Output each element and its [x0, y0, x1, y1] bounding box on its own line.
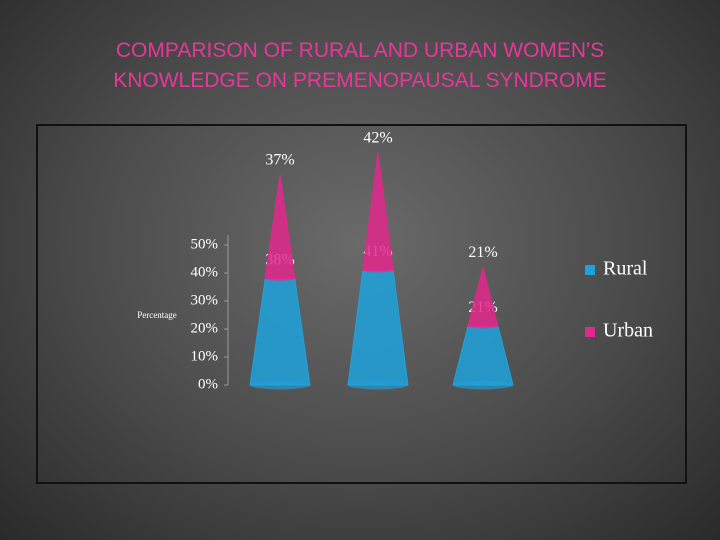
y-tick-label: 0% [198, 376, 218, 392]
cone-segment [249, 278, 311, 386]
cone-segment [264, 174, 296, 280]
y-tick-label: 30% [191, 292, 219, 308]
cone-segment-base [468, 323, 498, 329]
cone-segment-base [453, 380, 513, 390]
data-label: 21% [468, 244, 497, 261]
plot-frame [36, 124, 687, 484]
legend-label: Urban [603, 320, 653, 342]
data-label: 37% [265, 152, 294, 169]
cone-segment [452, 325, 514, 386]
y-tick-label: 20% [191, 320, 219, 336]
cone-segment-base [348, 380, 408, 390]
cone-segment [467, 267, 499, 327]
legend-swatch [585, 327, 595, 337]
y-tick-label: 40% [191, 264, 219, 280]
cone-segment-base [250, 380, 310, 390]
legend-label: Rural [603, 258, 648, 280]
legend-swatch [585, 265, 595, 275]
cone-segment [347, 269, 409, 386]
cone-segment-base [265, 276, 295, 281]
cone-segment [362, 152, 394, 271]
y-tick-label: 10% [191, 348, 219, 364]
y-axis-label: Percentage [137, 310, 176, 320]
cone-segment-base [362, 267, 394, 273]
chart-title: COMPARISON OF RURAL AND URBAN WOMEN'S KN… [113, 39, 607, 92]
y-tick-label: 50% [191, 236, 219, 252]
data-label: 42% [363, 129, 392, 146]
